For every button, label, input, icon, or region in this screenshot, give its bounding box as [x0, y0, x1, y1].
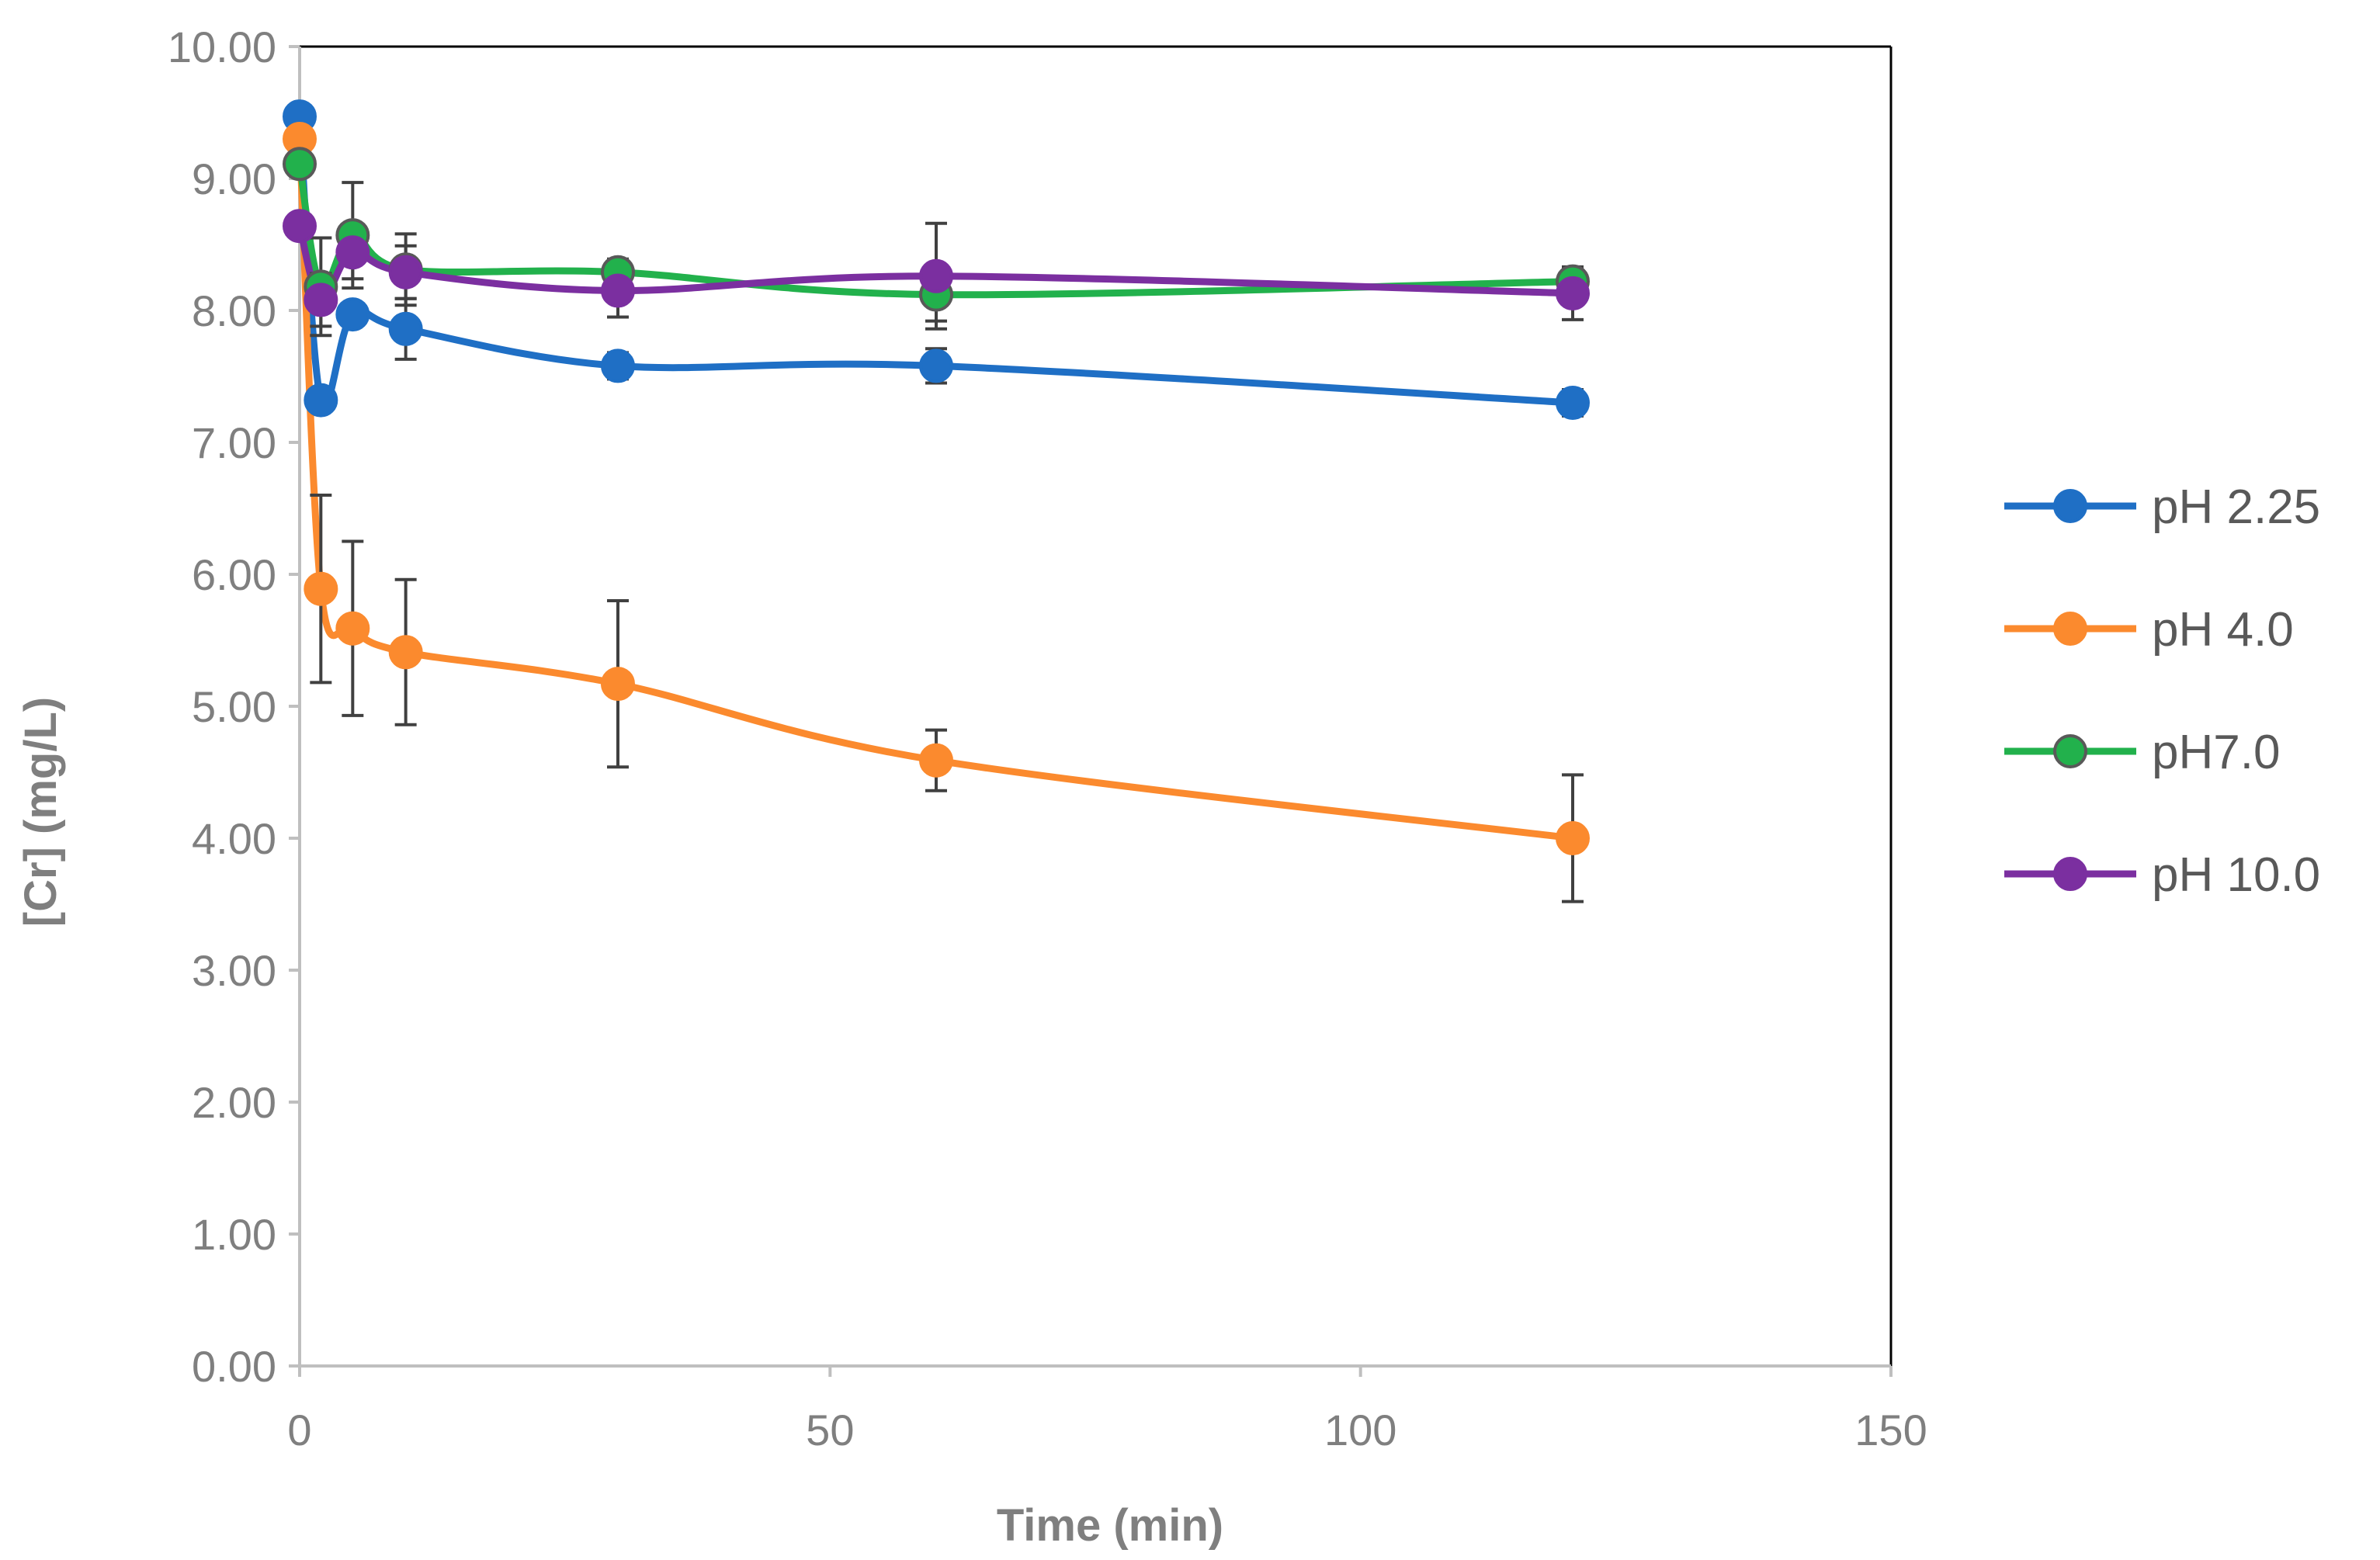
- data-point: [601, 348, 635, 383]
- legend-swatch-marker: [2053, 734, 2087, 768]
- y-tick-label: 4.00: [192, 814, 276, 863]
- data-point: [919, 348, 953, 383]
- series-line-1: [296, 135, 1577, 842]
- data-point: [1556, 276, 1590, 310]
- plot-area: [298, 45, 1893, 1368]
- legend-label: pH 2.25: [2152, 480, 2320, 534]
- y-tick-label: 1.00: [192, 1210, 276, 1259]
- y-axis-title: [Cr] (mg/L): [16, 697, 66, 927]
- x-tick-label: 150: [1854, 1406, 1927, 1454]
- legend-item: pH 2.25: [2004, 480, 2320, 534]
- x-tick-label: 50: [806, 1406, 854, 1454]
- y-tick-label: 5.00: [192, 682, 276, 731]
- legend-item: pH 4.0: [2004, 603, 2294, 657]
- y-axis-ticks: 0.00 1.00 2.00 3.00 4.00 5.00 6.00 7.00 8.00 9.00…: [168, 23, 300, 1391]
- legend: pH 2.25 pH 4.0 pH7.0 pH 10.0: [2004, 480, 2320, 902]
- data-point: [283, 209, 317, 244]
- data-point: [304, 383, 338, 418]
- x-tick-label: 0: [287, 1406, 311, 1454]
- data-point: [1556, 821, 1590, 855]
- data-point: [919, 258, 953, 293]
- data-point: [388, 311, 423, 346]
- data-point: [335, 235, 370, 270]
- data-point: [388, 635, 423, 670]
- x-axis-ticks: 0 50 100 150: [287, 1366, 1927, 1454]
- legend-item: pH7.0: [2004, 726, 2280, 779]
- data-point: [388, 255, 423, 289]
- legend-swatch-marker: [2053, 612, 2087, 646]
- data-point: [601, 667, 635, 702]
- data-point: [283, 147, 317, 182]
- y-tick-label: 2.00: [192, 1078, 276, 1127]
- legend-swatch-marker: [2053, 857, 2087, 891]
- data-point: [1556, 386, 1590, 420]
- y-tick-label: 0.00: [192, 1342, 276, 1391]
- y-tick-label: 9.00: [192, 154, 276, 203]
- data-point: [919, 743, 953, 778]
- data-point: [304, 283, 338, 317]
- series-layer: [283, 99, 1590, 903]
- legend-item: pH 10.0: [2004, 848, 2320, 902]
- series-markers: [283, 99, 1590, 855]
- legend-swatch-marker: [2053, 489, 2087, 523]
- legend-label: pH 4.0: [2152, 603, 2294, 657]
- y-tick-label: 10.00: [168, 23, 276, 71]
- legend-label: pH7.0: [2152, 726, 2280, 779]
- data-point: [335, 297, 370, 332]
- y-tick-label: 3.00: [192, 946, 276, 995]
- y-tick-label: 6.00: [192, 550, 276, 599]
- y-tick-label: 8.00: [192, 286, 276, 335]
- data-point: [304, 571, 338, 606]
- data-point: [335, 611, 370, 646]
- x-tick-label: 100: [1324, 1406, 1396, 1454]
- x-axis-title: Time (min): [997, 1500, 1223, 1551]
- legend-label: pH 10.0: [2152, 848, 2320, 902]
- data-point: [601, 273, 635, 308]
- y-tick-label: 7.00: [192, 418, 276, 467]
